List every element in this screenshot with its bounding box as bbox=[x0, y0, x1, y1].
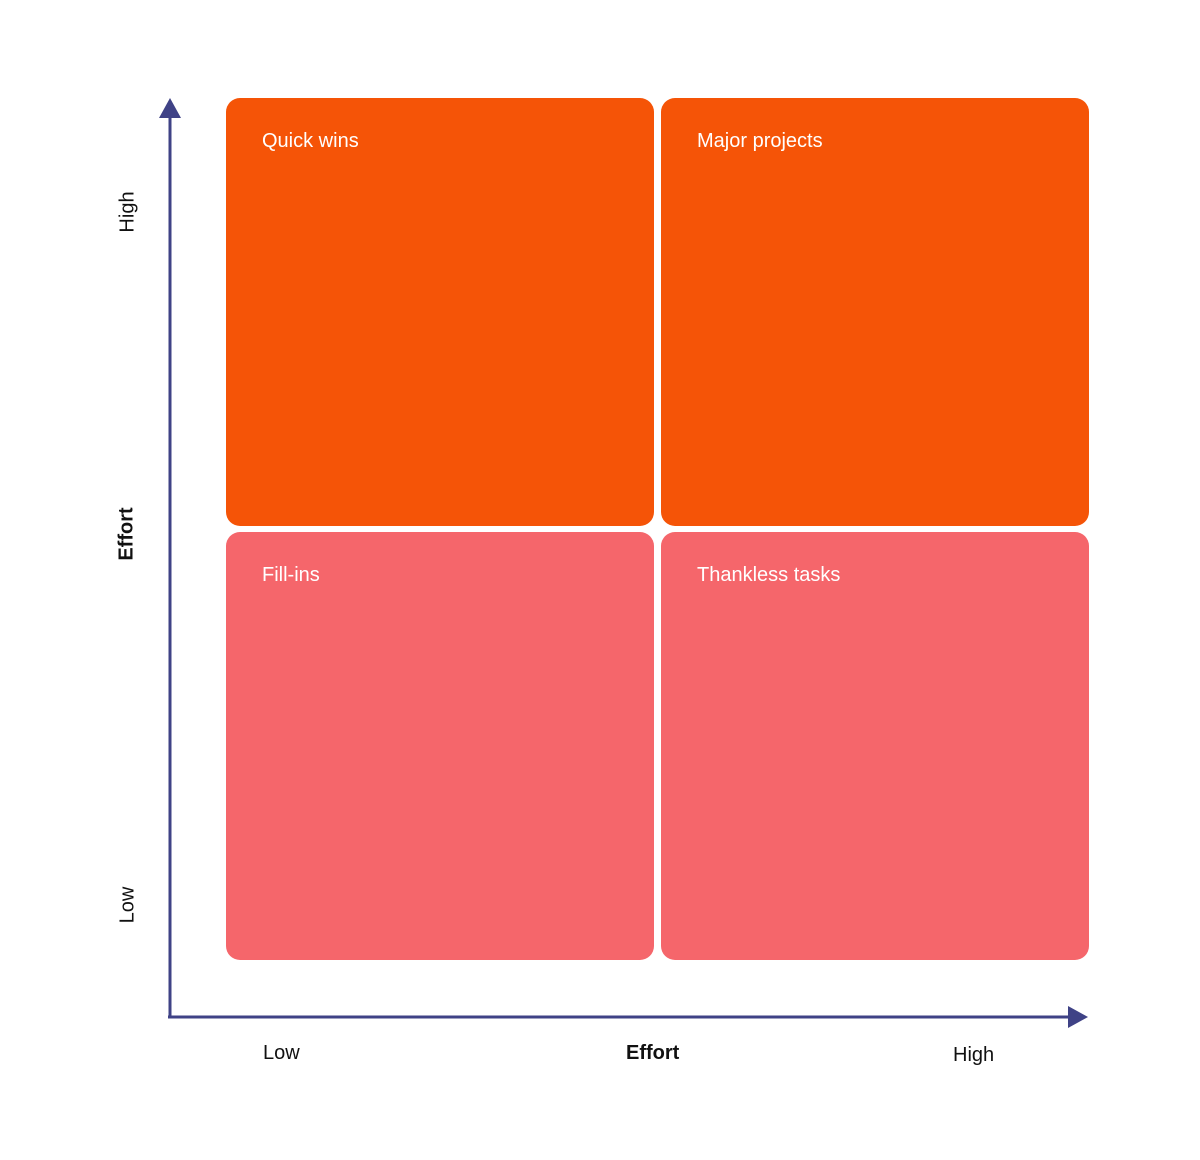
quadrant-label: Major projects bbox=[697, 130, 823, 152]
quadrant-label: Thankless tasks bbox=[697, 564, 841, 586]
quadrant-major-projects: Major projects bbox=[661, 98, 1089, 526]
x-axis-title: Effort bbox=[626, 1042, 680, 1064]
quadrant-fill-ins: Fill-ins bbox=[226, 532, 654, 960]
y-axis-title: Effort bbox=[115, 507, 138, 561]
x-axis-high-label: High bbox=[953, 1044, 995, 1066]
y-axis-low-label: Low bbox=[116, 886, 139, 924]
y-axis-arrow-icon bbox=[159, 98, 181, 118]
x-axis-arrow-icon bbox=[1068, 1006, 1088, 1028]
y-axis-high-label: High bbox=[116, 191, 139, 233]
quadrant-label: Fill-ins bbox=[262, 564, 320, 586]
quadrant-label: Quick wins bbox=[262, 130, 359, 152]
quadrant-quick-wins: Quick wins bbox=[226, 98, 654, 526]
quadrant-thankless-tasks: Thankless tasks bbox=[661, 532, 1089, 960]
x-axis-low-label: Low bbox=[263, 1042, 300, 1064]
